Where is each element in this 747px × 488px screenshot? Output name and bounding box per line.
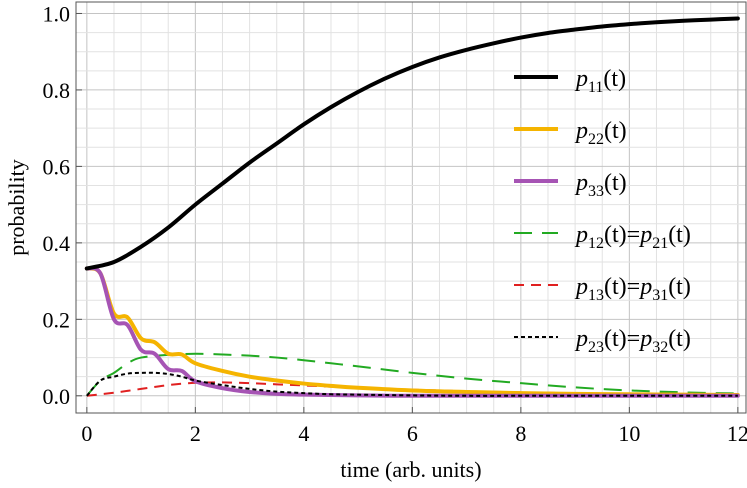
legend-entry: p13(t)=p31(t) [574,274,691,304]
y-tick-label: 0.8 [43,78,71,103]
y-tick-label: 0.6 [43,154,71,179]
y-tick-label: 0.2 [43,307,71,332]
legend-entry: p12(t)=p21(t) [574,222,691,252]
y-axis-label: probability [4,159,29,256]
legend-entry: p23(t)=p32(t) [574,326,691,356]
legend: p11(t) p22(t) p33(t) p12(t)=p21(t) p13(t)=p3… [514,66,691,356]
legend-entry: p33(t) [574,170,627,200]
y-tick-label: 0.0 [43,384,71,409]
series-line-p11-t- [84,16,740,271]
tick-marks [76,12,739,413]
y-tick-label: 1.0 [43,1,71,26]
x-tick-label: 6 [407,421,418,446]
legend-entry: p22(t) [574,118,627,148]
plot-border [75,1,747,414]
grid [76,2,746,413]
x-tick-label: 0 [81,421,92,446]
series-line-p22-t- [84,266,740,398]
x-tick-label: 8 [515,421,526,446]
plot-frame [75,1,747,414]
x-tick-label: 2 [190,421,201,446]
x-tick-label: 12 [727,421,747,446]
x-tick-label: 4 [298,421,309,446]
series-line-p23-t-p32-t- [86,371,738,397]
legend-entry: p11(t) [574,66,626,96]
tick-labels: 0 2 4 6 8 10 12 0.0 0.2 0.4 0.6 0.8 1.0 [43,1,747,446]
series-lines [84,16,740,398]
y-tick-label: 0.4 [43,231,71,256]
x-axis-label: time (arb. units) [340,457,481,482]
x-tick-label: 10 [618,421,640,446]
